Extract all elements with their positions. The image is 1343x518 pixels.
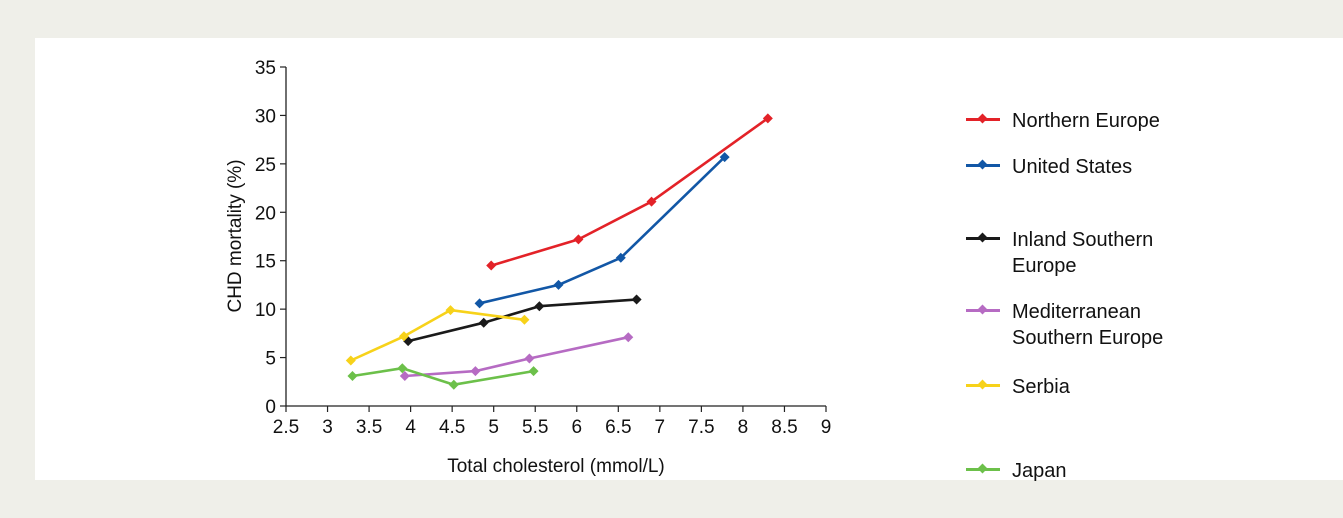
x-tick-label: 8.5 xyxy=(771,417,797,438)
y-tick-label: 5 xyxy=(265,349,276,370)
legend-item: Mediterranean Southern Europe xyxy=(966,299,1192,351)
axes: 2.5 3 3.5 4 4.5 5 5.5 6 6.5 7 7.5 8 8.5 9 0 5 10 15 20 25 30… xyxy=(255,58,831,438)
x-tick-label: 9 xyxy=(821,417,832,438)
data-point xyxy=(470,366,481,377)
x-tick-label: 6 xyxy=(571,417,582,438)
legend-item: Serbia xyxy=(966,374,1192,400)
series-line xyxy=(407,298,637,343)
series-mediterranean-southern-europe xyxy=(399,332,634,381)
legend-item: Japan xyxy=(966,458,1192,484)
legend-item: Inland Southern Europe xyxy=(966,227,1192,279)
data-point xyxy=(399,370,410,381)
data-point xyxy=(474,298,485,309)
chart-panel: 2.5 3 3.5 4 4.5 5 5.5 6 6.5 7 7.5 8 8.5 9 0 5 10 15 20 25 30… xyxy=(35,38,1343,482)
data-point xyxy=(553,279,564,290)
legend-label: Northern Europe xyxy=(1012,110,1160,132)
series-line xyxy=(404,335,629,378)
x-tick-label: 3 xyxy=(322,417,333,438)
series-line xyxy=(350,308,525,362)
data-point xyxy=(478,317,489,328)
y-tick-label: 25 xyxy=(255,155,276,176)
series-line xyxy=(490,117,769,267)
data-point xyxy=(534,301,545,312)
data-point xyxy=(524,353,535,364)
y-tick-label: 35 xyxy=(255,58,276,79)
data-point xyxy=(398,331,409,342)
series-northern-europe xyxy=(486,113,773,271)
x-tick-label: 4.5 xyxy=(439,417,465,438)
series-serbia xyxy=(345,305,530,366)
legend-swatch xyxy=(966,108,1000,128)
legend-swatch xyxy=(966,227,1000,247)
x-tick-label: 2.5 xyxy=(273,417,299,438)
legend-label: Inland Southern Europe xyxy=(1012,229,1154,277)
y-tick-label: 0 xyxy=(265,397,276,418)
data-point xyxy=(623,332,634,343)
series-japan xyxy=(347,363,539,390)
y-tick-label: 20 xyxy=(255,203,276,224)
x-axis-title: Total cholesterol (mmol/L) xyxy=(447,456,665,477)
series-layer xyxy=(345,113,773,390)
y-tick-label: 15 xyxy=(255,252,276,273)
legend-label: United States xyxy=(1012,156,1133,178)
data-point xyxy=(397,363,408,374)
series-line xyxy=(352,366,534,387)
legend-swatch xyxy=(966,374,1000,394)
y-tick-label: 30 xyxy=(255,106,276,127)
y-axis-title: CHD mortality (%) xyxy=(225,159,246,312)
data-point xyxy=(719,152,730,163)
data-point xyxy=(486,260,497,271)
data-point xyxy=(615,252,626,263)
legend-label: Mediterranean Southern Europe xyxy=(1012,301,1164,349)
series-inland-southern-europe xyxy=(403,294,642,347)
x-tick-label: 3.5 xyxy=(356,417,382,438)
x-tick-label: 4 xyxy=(405,417,416,438)
x-tick-label: 8 xyxy=(738,417,749,438)
series-united-states xyxy=(474,152,730,309)
x-tick-label: 7.5 xyxy=(688,417,714,438)
x-tick-label: 6.5 xyxy=(605,417,631,438)
legend-swatch xyxy=(966,299,1000,319)
legend-label: Serbia xyxy=(1012,376,1070,398)
data-point xyxy=(347,370,358,381)
data-point xyxy=(646,196,657,207)
data-point xyxy=(573,234,584,245)
legend-label: Japan xyxy=(1012,460,1067,482)
data-point xyxy=(445,305,456,316)
data-point xyxy=(631,294,642,305)
legend: Northern Europe United States Inland South… xyxy=(966,108,1226,518)
x-tick-label: 7 xyxy=(655,417,666,438)
y-tick-label: 10 xyxy=(255,300,276,321)
x-tick-label: 5.5 xyxy=(522,417,548,438)
line-chart: 2.5 3 3.5 4 4.5 5 5.5 6 6.5 7 7.5 8 8.5 9 0 5 10 15 20 25 30… xyxy=(225,58,831,477)
x-tick-label: 5 xyxy=(488,417,499,438)
legend-swatch xyxy=(966,458,1000,478)
data-point xyxy=(528,366,539,377)
data-point xyxy=(519,314,530,325)
legend-swatch xyxy=(966,154,1000,174)
data-point xyxy=(345,355,356,366)
legend-item: United States xyxy=(966,154,1192,180)
series-line xyxy=(479,156,726,305)
data-point xyxy=(762,113,773,124)
data-point xyxy=(448,379,459,390)
legend-item: Northern Europe xyxy=(966,108,1192,134)
